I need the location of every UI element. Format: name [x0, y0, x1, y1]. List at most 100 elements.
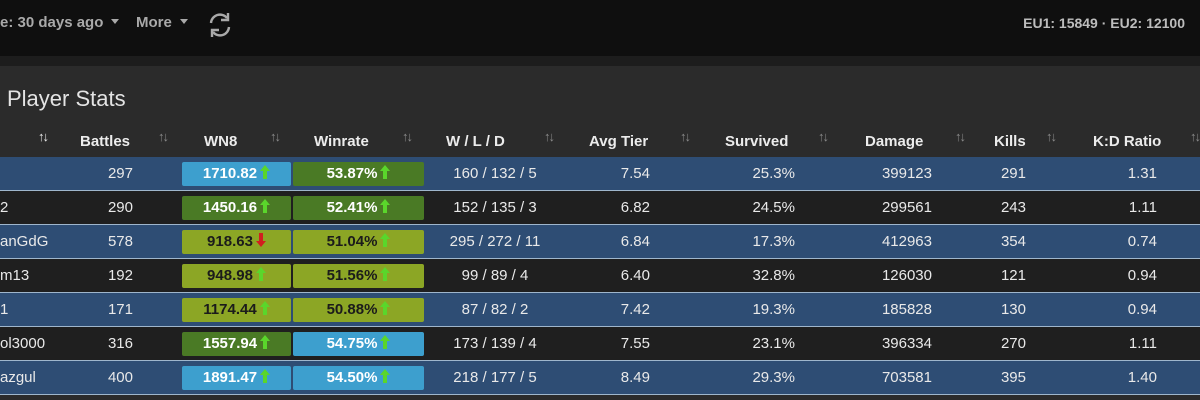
- sort-icon[interactable]: ↑↓: [1046, 129, 1057, 144]
- player-name-cell[interactable]: 1: [0, 301, 9, 318]
- player-name-cell[interactable]: azgul: [0, 369, 36, 386]
- wn8-badge-value: 1557.94: [202, 335, 258, 352]
- survived-cell: 32.8%: [752, 267, 795, 284]
- wn8-badge-value: 918.63: [207, 233, 253, 250]
- column-header-kd-ratio[interactable]: K:D Ratio: [1093, 133, 1162, 150]
- arrow-up-icon: [380, 301, 391, 315]
- date-filter-dropdown[interactable]: e: 30 days ago: [0, 13, 120, 33]
- winrate-badge-value: 54.75%: [326, 335, 378, 352]
- column-header-battles[interactable]: Battles: [80, 133, 131, 150]
- sort-icon[interactable]: ↑↓: [402, 129, 413, 144]
- chevron-down-icon: [179, 19, 188, 24]
- survived-cell: 17.3%: [752, 233, 795, 250]
- top-navbar: e: 30 days ago More EU1: 15849 · EU2: 12…: [0, 0, 1200, 56]
- refresh-icon[interactable]: [206, 11, 234, 39]
- wld-cell: 295 / 272 / 11: [449, 233, 541, 250]
- arrow-up-icon: [259, 301, 270, 315]
- table-row[interactable]: 1 171 87 / 82 / 2 7.42 19.3% 185828 130 0.94 117…: [0, 293, 1200, 327]
- wn8-badge-value: 1710.82: [202, 165, 258, 182]
- damage-cell: 299561: [881, 199, 932, 216]
- wn8-badge: 948.98: [182, 264, 291, 288]
- wld-cell: 173 / 139 / 4: [453, 335, 537, 352]
- winrate-badge: 51.04%: [293, 230, 424, 254]
- sort-icon[interactable]: ↑↓: [818, 129, 829, 144]
- arrow-up-icon: [380, 165, 391, 179]
- wn8-badge-value: 1891.47: [202, 369, 258, 386]
- arrow-up-icon: [260, 165, 271, 179]
- table-row[interactable]: azgul 400 218 / 177 / 5 8.49 29.3% 703581 395 1…: [0, 361, 1200, 395]
- damage-cell: 185828: [881, 301, 932, 318]
- column-header-wld[interactable]: W / L / D: [446, 133, 505, 150]
- damage-cell: 399123: [881, 165, 932, 182]
- avg-tier-cell: 7.54: [620, 165, 650, 182]
- table-row[interactable]: m13 192 99 / 89 / 4 6.40 32.8% 126030 121 0.94 9…: [0, 259, 1200, 293]
- kills-cell: 270: [1000, 335, 1026, 352]
- survived-cell: 23.1%: [752, 335, 795, 352]
- kills-cell: 291: [1000, 165, 1026, 182]
- wld-cell: 99 / 89 / 4: [461, 267, 529, 284]
- arrow-up-icon: [380, 267, 391, 281]
- player-name-cell[interactable]: ol3000: [0, 335, 46, 352]
- battles-cell: 316: [107, 335, 133, 352]
- player-name-cell[interactable]: m13: [0, 267, 30, 284]
- arrow-up-icon: [380, 369, 391, 383]
- sort-icon[interactable]: ↑↓: [544, 129, 555, 144]
- winrate-badge: 54.75%: [293, 332, 424, 356]
- battles-cell: 171: [107, 301, 133, 318]
- arrow-up-icon: [380, 335, 391, 349]
- player-name-cell[interactable]: anGdG: [0, 233, 49, 250]
- winrate-badge: 51.56%: [293, 264, 424, 288]
- sort-icon[interactable]: ↑↓: [680, 129, 691, 144]
- avg-tier-cell: 7.55: [620, 335, 650, 352]
- table-row[interactable]: anGdG 578 295 / 272 / 11 6.84 17.3% 412963 354…: [0, 225, 1200, 259]
- battles-cell: 400: [107, 369, 133, 386]
- column-header-damage[interactable]: Damage: [865, 133, 924, 150]
- kd-ratio-cell: 1.11: [1128, 199, 1157, 216]
- battles-cell: 192: [107, 267, 133, 284]
- arrow-down-icon: [255, 233, 266, 247]
- damage-cell: 703581: [881, 369, 932, 386]
- kd-ratio-cell: 1.40: [1127, 369, 1157, 386]
- winrate-badge: 52.41%: [293, 196, 424, 220]
- kd-ratio-cell: 0.94: [1127, 301, 1157, 318]
- winrate-badge-value: 51.04%: [326, 233, 378, 250]
- avg-tier-cell: 6.40: [620, 267, 650, 284]
- survived-cell: 19.3%: [752, 301, 795, 318]
- sort-icon-active[interactable]: ↑↓: [38, 129, 49, 144]
- arrow-up-icon: [255, 267, 266, 281]
- survived-cell: 29.3%: [752, 369, 795, 386]
- avg-tier-cell: 7.42: [620, 301, 650, 318]
- table-row[interactable]: 2 290 152 / 135 / 3 6.82 24.5% 299561 243 1.11 1…: [0, 191, 1200, 225]
- chevron-down-icon: [111, 19, 120, 24]
- wn8-badge: 1174.44: [182, 298, 291, 322]
- kills-cell: 130: [1000, 301, 1026, 318]
- sort-icon[interactable]: ↑↓: [158, 129, 169, 144]
- winrate-badge-value: 51.56%: [326, 267, 378, 284]
- damage-cell: 126030: [881, 267, 932, 284]
- winrate-badge-value: 52.41%: [326, 199, 378, 216]
- sort-icon[interactable]: ↑↓: [1190, 129, 1200, 144]
- sort-icon[interactable]: ↑↓: [270, 129, 281, 144]
- table-header: ↑↓ Battles ↑↓ WN8 ↑↓ Winrate ↑↓ W / L / …: [0, 128, 1200, 156]
- column-header-wn8[interactable]: WN8: [204, 133, 238, 150]
- column-header-kills[interactable]: Kills: [994, 133, 1026, 150]
- battles-cell: 290: [107, 199, 133, 216]
- arrow-up-icon: [380, 233, 391, 247]
- column-header-winrate[interactable]: Winrate: [314, 133, 369, 150]
- wld-cell: 218 / 177 / 5: [453, 369, 537, 386]
- survived-cell: 24.5%: [752, 199, 795, 216]
- wn8-badge: 918.63: [182, 230, 291, 254]
- server-status: EU1: 15849 · EU2: 12100: [1023, 15, 1185, 31]
- sort-icon[interactable]: ↑↓: [955, 129, 966, 144]
- column-header-survived[interactable]: Survived: [725, 133, 789, 150]
- table-row[interactable]: 297 160 / 132 / 5 7.54 25.3% 399123 291 1.31 17…: [0, 157, 1200, 191]
- arrow-up-icon: [260, 335, 271, 349]
- more-dropdown[interactable]: More: [136, 13, 188, 33]
- kd-ratio-cell: 0.74: [1127, 233, 1157, 250]
- kills-cell: 121: [1000, 267, 1026, 284]
- player-name-cell[interactable]: 2: [0, 199, 9, 216]
- avg-tier-cell: 8.49: [620, 369, 650, 386]
- battles-cell: 297: [107, 165, 133, 182]
- table-row[interactable]: ol3000 316 173 / 139 / 4 7.55 23.1% 396334 270…: [0, 327, 1200, 361]
- column-header-avg-tier[interactable]: Avg Tier: [589, 133, 649, 150]
